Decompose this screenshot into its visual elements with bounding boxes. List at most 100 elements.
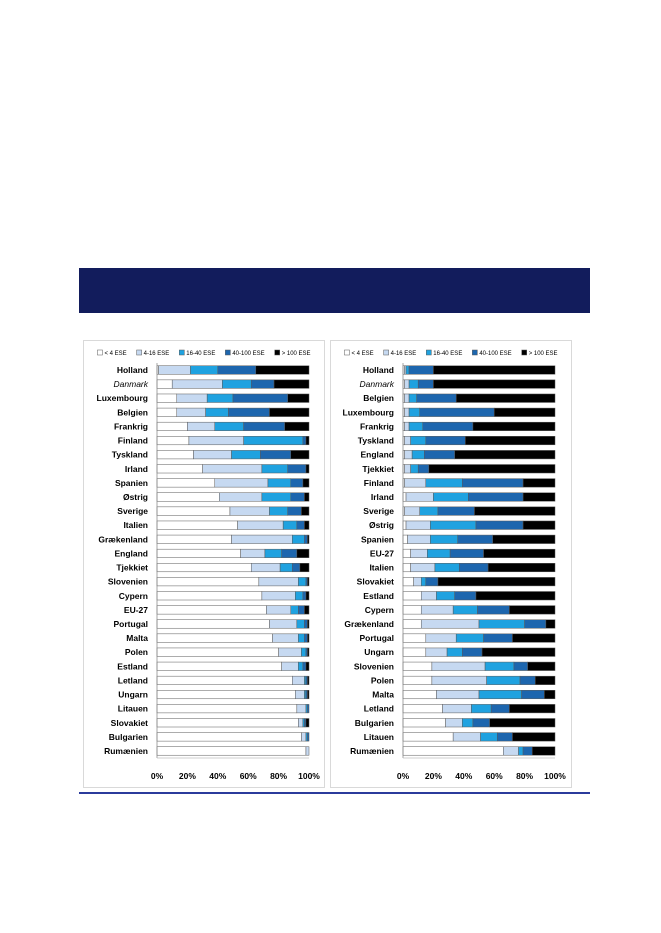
bar-segment: [307, 732, 310, 742]
category-label: Frankrig: [114, 421, 148, 431]
stacked-bar-chart-right: < 4 ESE 4-16 ESE 16-40 ESE 40-100 ESE > 100 …: [330, 340, 572, 788]
legend-swatch: [225, 349, 231, 356]
bar-segment: [524, 619, 547, 629]
legend-swatch: [472, 349, 478, 356]
category-label: Slovenien: [108, 577, 148, 587]
bar-segment: [512, 732, 556, 742]
bar-segment: [156, 690, 296, 700]
bar-segment: [187, 421, 216, 431]
bar-segment: [261, 591, 296, 601]
bar-segment: [402, 633, 427, 643]
category-label: Rumænien: [350, 746, 394, 756]
bar-segment: [522, 520, 556, 530]
bar-segment: [156, 647, 279, 657]
bar-segment: [410, 464, 419, 474]
bar-segment: [232, 393, 288, 403]
category-label: EU-27: [124, 605, 148, 615]
bar-segment: [214, 421, 244, 431]
bar-segment: [260, 450, 292, 460]
bar-segment: [302, 591, 307, 601]
bar-segment: [404, 464, 411, 474]
bar-segment: [402, 563, 411, 573]
category-label: Slovakiet: [111, 718, 148, 728]
bar-segment: [307, 675, 310, 685]
bar-segment: [269, 506, 288, 516]
category-label: Irland: [125, 464, 148, 474]
legend-swatch: [426, 349, 432, 356]
bar-segment: [258, 577, 299, 587]
bar-segment: [302, 661, 307, 671]
bar-segment: [404, 379, 410, 389]
x-tick-label: 100%: [298, 771, 320, 781]
bar-segment: [493, 407, 556, 417]
bar-segment: [156, 675, 293, 685]
bar-segment: [279, 563, 293, 573]
bar-segment: [298, 605, 305, 615]
bar-segment: [305, 718, 310, 728]
bar-segment: [404, 407, 410, 417]
legend-swatch: [274, 349, 280, 356]
bar-segment: [307, 577, 310, 587]
bar-segment: [298, 577, 307, 587]
bar-segment: [402, 548, 411, 558]
x-tick-label: 0%: [151, 771, 164, 781]
bar-segment: [465, 436, 556, 446]
category-label: Cypern: [365, 605, 394, 615]
bar-segment: [302, 436, 307, 446]
x-tick-label: 60%: [486, 771, 503, 781]
bar-segment: [425, 633, 457, 643]
legend: < 4 ESE 4-16 ESE 16-40 ESE 40-100 ESE > 100 …: [344, 349, 558, 357]
bar-segment: [487, 563, 556, 573]
bar-segment: [402, 675, 433, 685]
bar-segment: [519, 675, 536, 685]
bar-segment: [158, 365, 191, 375]
bar-segment: [480, 732, 498, 742]
category-label: Estland: [117, 661, 148, 671]
bar-segment: [304, 605, 310, 615]
bar-segment: [222, 379, 252, 389]
bar-segment: [442, 704, 472, 714]
bar-segment: [304, 534, 308, 544]
bar-segment: [404, 421, 410, 431]
bar-segment: [307, 704, 310, 714]
bar-segment: [544, 690, 556, 700]
bar-segment: [188, 436, 244, 446]
bar-segment: [272, 633, 299, 643]
x-tick-label: 80%: [270, 771, 287, 781]
bar-segment: [219, 492, 263, 502]
bar-segment: [282, 520, 298, 530]
bar-segment: [304, 633, 308, 643]
bar-segment: [156, 633, 273, 643]
category-label: Rumænien: [104, 746, 148, 756]
x-tick-label: 20%: [179, 771, 196, 781]
category-label: Tyskland: [112, 450, 148, 460]
bar-segment: [405, 492, 434, 502]
bar-segment: [484, 661, 515, 671]
bar-segment: [295, 591, 304, 601]
legend-label: 40-100 ESE: [232, 351, 264, 357]
category-label: Luxembourg: [343, 407, 394, 417]
bar-segment: [408, 365, 434, 375]
bar-segment: [404, 436, 411, 446]
bar-segment: [420, 577, 427, 587]
bar-segment: [402, 647, 427, 657]
bar-segment: [417, 464, 430, 474]
bar-segment: [408, 379, 419, 389]
bar-segment: [156, 563, 252, 573]
bar-segment: [243, 436, 304, 446]
bar-segment: [496, 732, 513, 742]
bar-segment: [307, 619, 310, 629]
bar-segment: [422, 421, 474, 431]
bar-segment: [298, 718, 304, 728]
legend-label: 40-100 ESE: [479, 351, 511, 357]
bar-segment: [420, 619, 480, 629]
bar-segment: [156, 520, 238, 530]
category-label: Østrig: [369, 520, 394, 530]
x-tick-label: 100%: [544, 771, 566, 781]
category-label: England: [360, 450, 394, 460]
bar-segment: [483, 548, 556, 558]
bar-segment: [430, 520, 477, 530]
bar-segment: [231, 534, 293, 544]
bar-segment: [472, 718, 490, 728]
category-label: Tyskland: [358, 436, 394, 446]
